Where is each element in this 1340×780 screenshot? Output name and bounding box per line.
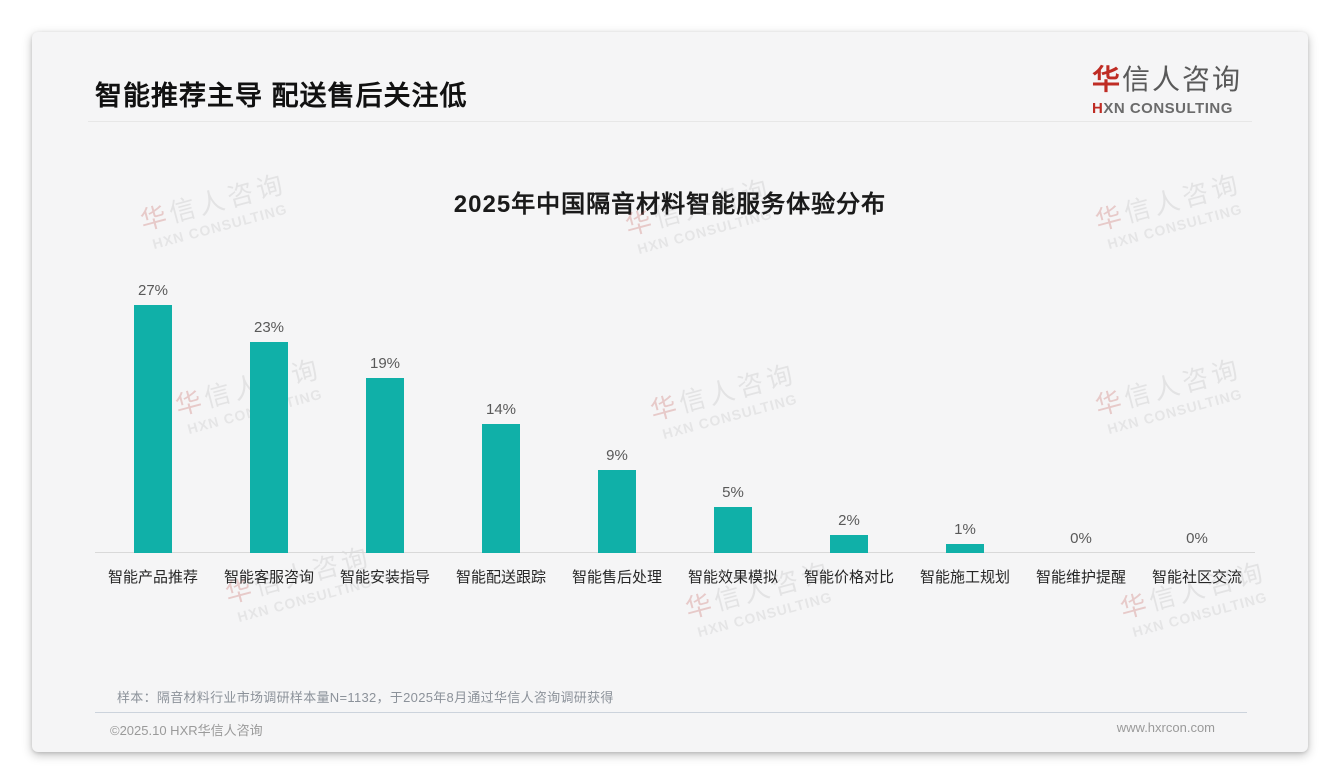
category-label: 智能社区交流 [1151,569,1242,586]
bar-area: 19% [366,270,404,553]
chart-category-slot: 19% 智能安装指导 [327,270,443,587]
chart-category-slot: 5% 智能效果模拟 [675,270,791,587]
bar [714,507,752,553]
bar-area: 9% [598,270,636,553]
website-url: www.hxrcon.com [1116,720,1215,735]
bar-value-label: 9% [606,447,628,464]
company-logo: 华信人咨询 HXN CONSULTING [1092,58,1242,117]
chart-category-slot: 0% 智能维护提醒 [1023,270,1139,587]
chart-category-slot: 14% 智能配送跟踪 [443,270,559,587]
bar-value-label: 0% [1070,530,1092,547]
bar-value-label: 27% [137,282,169,299]
category-label: 智能产品推荐 [107,569,198,586]
bar-chart: 27% 智能产品推荐 23% 智能客服咨询 19% 智能安装指导 14% 智能配送跟踪 9% 智能… [95,270,1255,587]
category-label: 智能施工规划 [919,569,1010,586]
logo-cn-text: 信人咨询 [1121,64,1242,95]
watermark-cn-accent: 华 [681,587,719,625]
report-slide: 智能推荐主导 配送售后关注低 华信人咨询 HXN CONSULTING 2025… [32,32,1308,752]
category-label: 智能安装指导 [339,569,430,586]
bar-area: 5% [714,270,752,553]
bar-area: 1% [946,270,984,553]
x-axis-line [95,552,1255,553]
bars-row: 27% 智能产品推荐 23% 智能客服咨询 19% 智能安装指导 14% 智能配送跟踪 9% 智能… [95,270,1255,587]
chart-category-slot: 9% 智能售后处理 [559,270,675,587]
bar-area: 23% [250,270,288,553]
bar [250,342,288,553]
category-label: 智能价格对比 [803,569,894,586]
category-label: 智能配送跟踪 [455,569,546,586]
bar-value-label: 19% [369,355,401,372]
bar-area: 2% [830,270,868,553]
bar [134,305,172,553]
bar-value-label: 14% [485,401,517,418]
category-label: 智能售后处理 [571,569,662,586]
category-label: 智能客服咨询 [223,569,314,586]
chart-category-slot: 27% 智能产品推荐 [95,270,211,587]
sample-note: 样本：隔音材料行业市场调研样本量N=1132，于2025年8月通过华信人咨询调研… [117,690,614,705]
bar-value-label: 23% [253,319,285,336]
chart-category-slot: 2% 智能价格对比 [791,270,907,587]
header-divider [88,121,1252,122]
watermark-english-text: HXN CONSULTING [1130,588,1269,641]
bar-value-label: 2% [838,512,860,529]
watermark-english-text: HXN CONSULTING [695,588,834,641]
bar-value-label: 1% [954,521,976,538]
bar-value-label: 0% [1186,530,1208,547]
chart-category-slot: 23% 智能客服咨询 [211,270,327,587]
bar [598,470,636,553]
bar-value-label: 5% [722,484,744,501]
logo-cn-accent: 华 [1091,64,1122,95]
logo-en-text: XN CONSULTING [1103,100,1233,117]
chart-category-slot: 1% 智能施工规划 [907,270,1023,587]
bar [482,424,520,553]
category-label: 智能效果模拟 [687,569,778,586]
bar-area: 0% [1178,270,1216,553]
logo-english-name: HXN CONSULTING [1092,100,1242,117]
bar-area: 0% [1062,270,1100,553]
footer-divider [95,712,1247,713]
bar-area: 14% [482,270,520,553]
chart-title: 2025年中国隔音材料智能服务体验分布 [453,191,887,218]
page-title: 智能推荐主导 配送售后关注低 [95,81,468,111]
bar [366,378,404,553]
chart-category-slot: 0% 智能社区交流 [1139,270,1255,587]
bar [830,535,868,553]
copyright-text: ©2025.10 HXR华信人咨询 [110,723,263,738]
logo-en-accent: H [1091,100,1104,117]
watermark-cn-accent: 华 [1116,587,1154,625]
bar-area: 27% [134,270,172,553]
category-label: 智能维护提醒 [1035,569,1126,586]
logo-chinese-name: 华信人咨询 [1092,58,1242,98]
bar [946,544,984,553]
